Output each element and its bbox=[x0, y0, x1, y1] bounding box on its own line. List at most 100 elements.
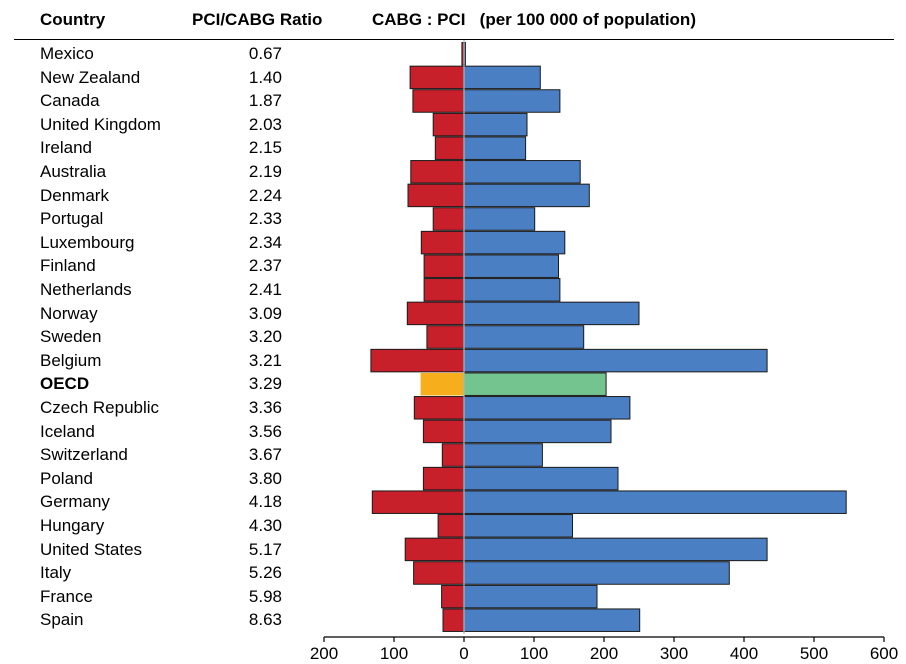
country-label: Denmark bbox=[40, 185, 109, 205]
x-tick-label: 400 bbox=[730, 644, 758, 663]
row-finland: Finland 2.37 bbox=[0, 254, 320, 278]
bar-pci-united-states bbox=[463, 537, 768, 562]
bar-cabg-norway bbox=[406, 301, 465, 326]
bar-cabg-sweden bbox=[426, 325, 465, 349]
row-australia: Australia 2.19 bbox=[0, 160, 320, 184]
bar-pci-denmark bbox=[463, 183, 590, 208]
country-label: Spain bbox=[40, 610, 84, 630]
ratio-value: 2.41 bbox=[248, 280, 282, 299]
bar-cabg-poland bbox=[422, 466, 465, 491]
country-label: Italy bbox=[40, 563, 72, 583]
bar-cabg-hungary bbox=[437, 514, 465, 538]
bar-pci-germany bbox=[463, 490, 847, 514]
bar-cabg-netherlands bbox=[423, 278, 465, 302]
x-tick-label: 600 bbox=[870, 644, 898, 663]
row-italy: Italy 5.26 bbox=[0, 561, 320, 585]
bar-pci-spain bbox=[463, 608, 641, 632]
row-ireland: Ireland 2.15 bbox=[0, 136, 320, 160]
country-label: Poland bbox=[40, 468, 93, 488]
bar-pci-italy bbox=[463, 561, 730, 585]
header-divider bbox=[14, 39, 894, 40]
ratio-value: 3.36 bbox=[248, 398, 282, 417]
bar-pci-czech-republic bbox=[463, 396, 631, 420]
country-label: Iceland bbox=[40, 421, 95, 441]
bar-pci-belgium bbox=[463, 348, 768, 373]
country-label: Sweden bbox=[40, 327, 102, 347]
country-label: Ireland bbox=[40, 138, 92, 158]
ratio-value: 3.67 bbox=[248, 445, 282, 465]
bar-pci-portugal bbox=[463, 207, 536, 231]
bar-pci-new-zealand bbox=[463, 65, 541, 90]
x-tick-label: 300 bbox=[660, 644, 688, 663]
ratio-value: 2.37 bbox=[248, 256, 282, 276]
x-tick-label: 100 bbox=[380, 644, 408, 663]
bar-cabg-portugal bbox=[432, 207, 465, 231]
bar-cabg-luxembourg bbox=[420, 230, 465, 255]
ratio-value: 5.98 bbox=[248, 586, 282, 606]
country-label: Netherlands bbox=[40, 280, 132, 299]
bar-cabg-ireland bbox=[434, 136, 465, 160]
ratio-value: 2.19 bbox=[248, 162, 282, 181]
bar-cabg-new-zealand bbox=[409, 65, 465, 90]
row-switzerland: Switzerland 3.67 bbox=[0, 443, 320, 467]
ratio-value: 2.03 bbox=[248, 114, 282, 134]
row-portugal: Portugal 2.33 bbox=[0, 207, 320, 231]
bar-pci-poland bbox=[463, 466, 619, 491]
ratio-value: 2.15 bbox=[248, 138, 282, 158]
row-oecd: OECD 3.29 bbox=[0, 372, 320, 396]
ratio-value: 3.56 bbox=[248, 421, 282, 441]
row-united-kingdom: United Kingdom 2.03 bbox=[0, 113, 320, 137]
ratio-value: 1.40 bbox=[248, 67, 282, 87]
bar-cabg-finland bbox=[423, 254, 465, 278]
bar-cabg-switzerland bbox=[441, 443, 465, 467]
ratio-value: 0.67 bbox=[248, 44, 282, 63]
chart-header: CABG : PCI (per 100 000 of population) bbox=[372, 10, 696, 29]
country-label: Belgium bbox=[40, 350, 102, 370]
x-tick-label: 100 bbox=[520, 644, 548, 663]
x-tick-label: 200 bbox=[590, 644, 618, 663]
ratio-value: 3.29 bbox=[248, 374, 282, 394]
country-label: OECD bbox=[40, 374, 90, 394]
x-tick-label: 0 bbox=[459, 644, 468, 663]
ratio-value: 3.09 bbox=[248, 303, 282, 323]
x-tick-label: 200 bbox=[310, 644, 338, 663]
country-label: Canada bbox=[40, 91, 100, 111]
country-label: Switzerland bbox=[40, 445, 128, 465]
country-label: Norway bbox=[40, 303, 98, 323]
country-label: Portugal bbox=[40, 209, 104, 229]
country-label: Mexico bbox=[40, 44, 94, 63]
bar-pci-canada bbox=[463, 89, 561, 113]
country-label: Australia bbox=[40, 162, 107, 181]
country-label: Luxembourg bbox=[40, 232, 135, 252]
bar-cabg-france bbox=[441, 584, 465, 609]
bar-cabg-italy bbox=[413, 561, 465, 585]
row-belgium: Belgium 3.21 bbox=[0, 349, 320, 373]
row-mexico: Mexico 0.67 bbox=[0, 42, 320, 66]
ratio-value: 3.80 bbox=[248, 468, 282, 488]
bar-pci-luxembourg bbox=[463, 230, 566, 255]
row-denmark: Denmark 2.24 bbox=[0, 184, 320, 208]
ratio-value: 1.87 bbox=[248, 91, 282, 111]
bar-cabg-australia bbox=[410, 160, 465, 184]
ratio-value: 5.26 bbox=[248, 563, 282, 583]
ratio-value: 2.34 bbox=[248, 232, 282, 252]
bar-cabg-denmark bbox=[407, 183, 465, 208]
ratio-value: 3.20 bbox=[248, 327, 282, 347]
country-label: Germany bbox=[40, 492, 110, 512]
bar-pci-iceland bbox=[463, 419, 612, 444]
country-label: United Kingdom bbox=[40, 114, 161, 134]
ratio-value: 2.33 bbox=[248, 209, 282, 229]
bar-cabg-united-kingdom bbox=[432, 112, 465, 137]
row-iceland: Iceland 3.56 bbox=[0, 420, 320, 444]
ratio-value: 4.30 bbox=[248, 516, 282, 535]
ratio-value: 5.17 bbox=[248, 539, 282, 559]
ratio-value: 2.24 bbox=[248, 185, 282, 205]
bar-pci-hungary bbox=[463, 514, 573, 538]
bar-cabg-spain bbox=[442, 608, 465, 632]
country-label: Hungary bbox=[40, 516, 105, 535]
country-label: United States bbox=[40, 539, 143, 559]
row-new-zealand: New Zealand 1.40 bbox=[0, 66, 320, 90]
country-column-header: Country bbox=[40, 10, 106, 29]
